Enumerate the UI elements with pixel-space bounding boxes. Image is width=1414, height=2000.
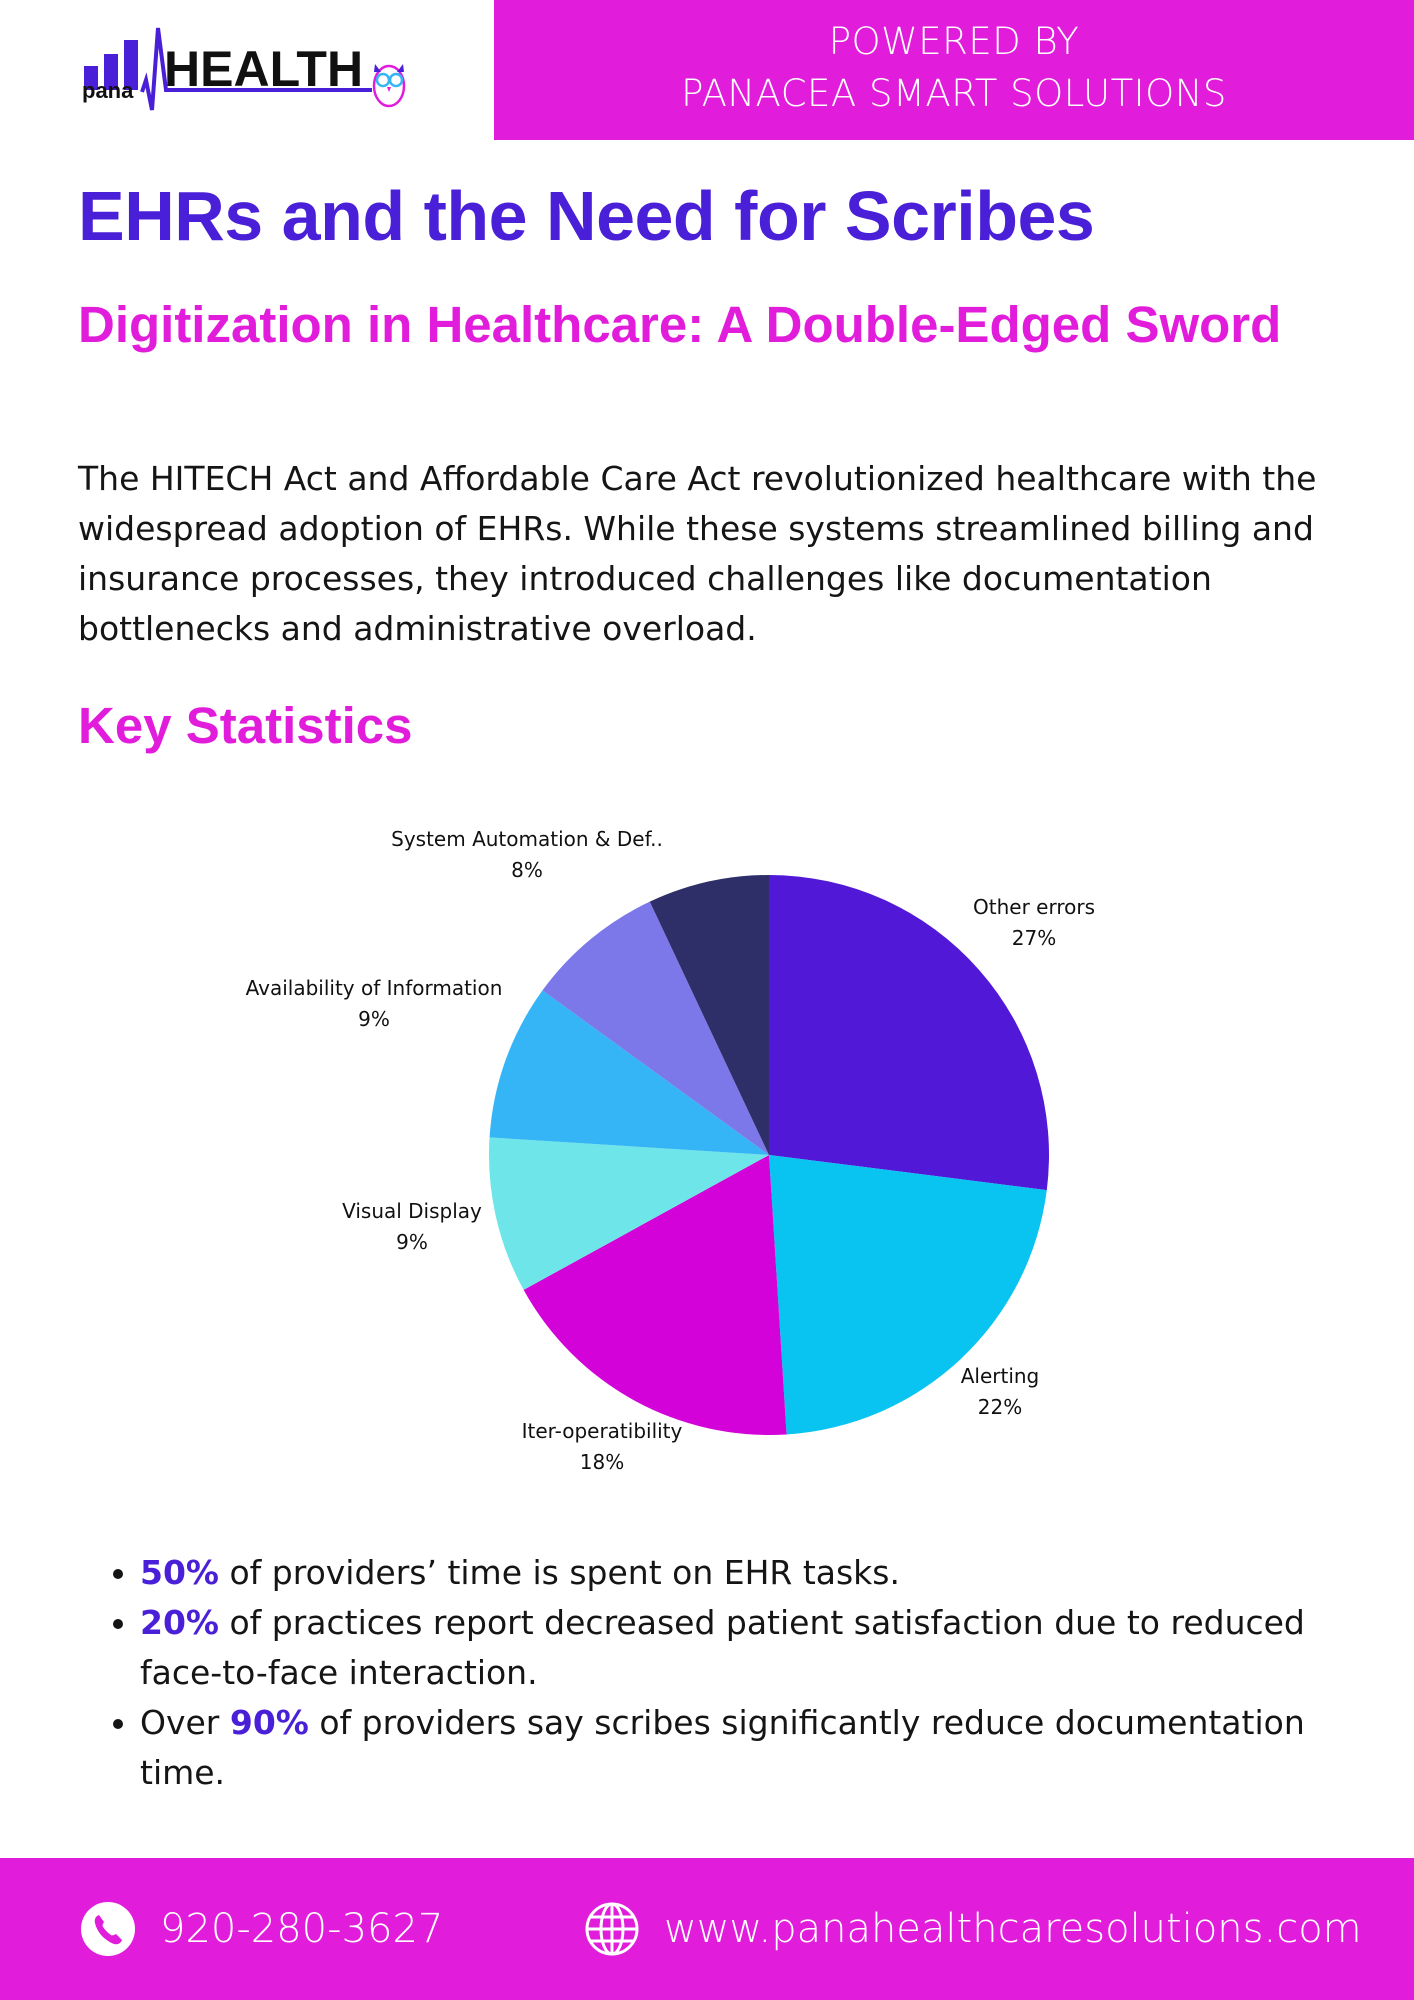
slice-value-label: 27% xyxy=(1012,926,1056,950)
logo-bar-2 xyxy=(104,54,118,90)
slice-label: System Automation & Def.. xyxy=(391,827,663,851)
statistic-item: 50% of providers’ time is spent on EHR t… xyxy=(140,1548,1348,1598)
slice-label: Alerting xyxy=(961,1364,1040,1388)
logo-bar-1 xyxy=(84,66,98,90)
logo-bar-3 xyxy=(124,40,138,90)
footer-phone[interactable]: 920-280-3627 xyxy=(80,1858,443,2000)
slice-label: Availability of Information xyxy=(246,976,503,1000)
page-title: EHRs and the Need for Scribes xyxy=(78,177,1095,255)
brand-logo: pana HEALTH xyxy=(82,24,418,124)
statistic-highlight: 90% xyxy=(229,1703,309,1742)
key-statistics-heading: Key Statistics xyxy=(78,697,413,754)
intro-paragraph: The HITECH Act and Affordable Care Act r… xyxy=(78,459,1317,648)
slice-value-label: 9% xyxy=(358,1007,390,1031)
pie-slice-alerting xyxy=(769,1155,1047,1435)
pie-chart: Other errors 27% Alerting 22% Iter-operatibi… xyxy=(0,820,1414,1500)
slice-value-label: 9% xyxy=(396,1230,428,1254)
logo-pulse-line xyxy=(140,27,372,111)
phone-icon xyxy=(81,1902,135,1956)
company-name: PANACEA SMART SOLUTIONS xyxy=(681,72,1227,115)
slice-label: Other errors xyxy=(973,895,1095,919)
pie-slice-iter-operatibility xyxy=(523,1155,787,1435)
slice-value-label: 22% xyxy=(978,1395,1022,1419)
statistic-highlight: 50% xyxy=(140,1553,219,1592)
pie-slice-other-errors xyxy=(769,875,1049,1191)
powered-by-banner: POWERED BY PANACEA SMART SOLUTIONS xyxy=(494,0,1414,140)
logo-prefix: pana xyxy=(82,78,134,103)
statistic-item: Over 90% of providers say scribes signif… xyxy=(140,1698,1348,1798)
phone-number: 920-280-3627 xyxy=(160,1906,444,1952)
logo-main: HEALTH xyxy=(164,41,363,97)
slice-value-label: 18% xyxy=(580,1450,624,1474)
statistics-list: 50% of providers’ time is spent on EHR t… xyxy=(78,1548,1348,1798)
footer-website[interactable]: www.panahealthcaresolutions.com xyxy=(584,1858,1362,2000)
statistic-highlight: 20% xyxy=(140,1603,219,1642)
pie-slice-system-automation-def xyxy=(542,901,769,1155)
slice-value-label: 8% xyxy=(511,858,543,882)
slice-label: Iter-operatibility xyxy=(522,1419,683,1443)
statistic-item: 20% of practices report decreased patien… xyxy=(140,1598,1348,1698)
website-url: www.panahealthcaresolutions.com xyxy=(664,1906,1362,1952)
slice-label: Visual Display xyxy=(342,1199,482,1223)
pie-slice-unlabeled xyxy=(649,875,769,1155)
globe-icon xyxy=(585,1902,639,1956)
powered-by-line: POWERED BY xyxy=(828,20,1080,63)
pie-slice-availability-of-information xyxy=(489,990,769,1155)
section-subtitle: Digitization in Healthcare: A Double-Edg… xyxy=(78,296,1282,353)
footer: 920-280-3627 www.panahealthcaresolutions… xyxy=(0,1858,1414,2000)
owl-icon xyxy=(372,64,406,108)
pie-slice-visual-display xyxy=(489,1137,769,1290)
